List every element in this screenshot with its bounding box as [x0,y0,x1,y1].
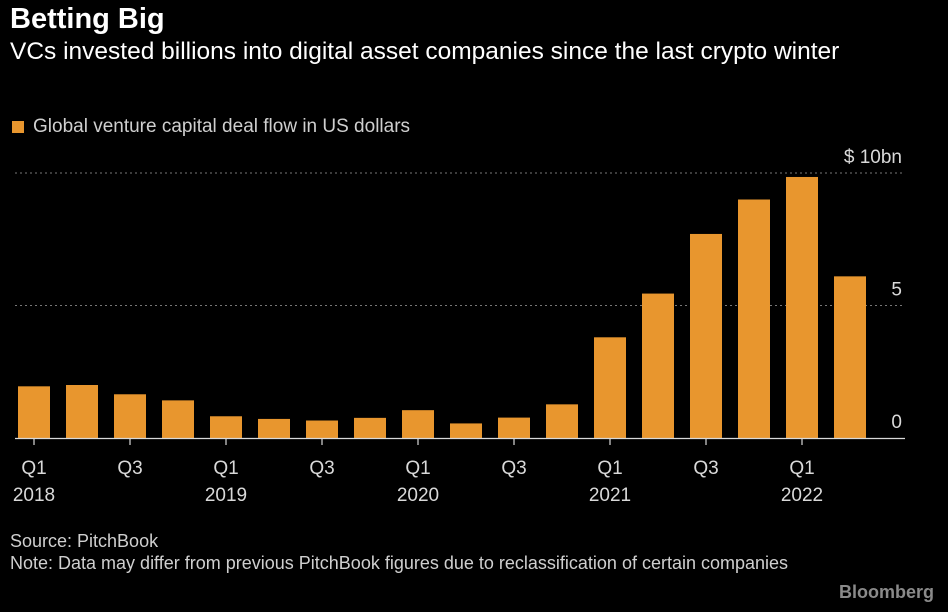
bar-2022-q1 [786,176,818,438]
y-tick-label-2: $ 10bn [844,147,902,168]
x-tick-label-year-4: 2020 [397,485,439,506]
legend-swatch [12,121,24,133]
x-tick-label-quarter-7: Q3 [693,458,718,479]
bar-2021-q2 [642,293,674,438]
x-tick-label-quarter-4: Q1 [405,458,430,479]
x-tick-label-quarter-5: Q3 [501,458,526,479]
bar-2020-q4 [546,404,578,438]
source-text: Source: PitchBook [10,531,159,551]
x-tick-label-quarter-8: Q1 [789,458,814,479]
x-tick-label-quarter-2: Q1 [213,458,238,479]
bar-2018-q4 [162,400,194,438]
x-tick-label-quarter-3: Q3 [309,458,334,479]
chart-title: Betting Big [10,3,165,35]
bar-2018-q1 [18,386,50,438]
x-tick-label-year-0: 2018 [13,485,55,506]
bar-2021-q1 [594,337,626,438]
x-tick-label-year-6: 2021 [589,485,631,506]
legend-label: Global venture capital deal flow in US d… [33,116,411,137]
bar-2020-q1 [402,410,434,438]
bar-2019-q1 [210,416,242,438]
y-tick-label-0: 0 [891,412,902,433]
bar-2018-q3 [114,394,146,438]
bar-2022-q2 [834,276,866,438]
bar-2021-q3 [690,233,722,438]
bar-2020-q2 [450,423,482,438]
bar-2019-q4 [354,417,386,438]
bar-2021-q4 [738,199,770,438]
bar-2018-q2 [66,385,98,438]
x-tick-label-quarter-0: Q1 [21,458,46,479]
brand-logo: Bloomberg [838,582,934,602]
y-tick-label-1: 5 [891,280,902,301]
bar-2019-q3 [306,420,338,438]
bar-2019-q2 [258,418,290,438]
x-tick-label-year-2: 2019 [205,485,247,506]
x-tick-label-quarter-1: Q3 [117,458,142,479]
x-tick-label-quarter-6: Q1 [597,458,622,479]
bar-2020-q3 [498,417,530,438]
x-tick-label-year-8: 2022 [781,485,823,506]
footer: Source: PitchBook Note: Data may differ … [10,530,830,574]
chart-subtitle: VCs invested billions into digital asset… [10,38,840,65]
note-text: Note: Data may differ from previous Pitc… [10,553,789,573]
legend: Global venture capital deal flow in US d… [12,116,410,138]
